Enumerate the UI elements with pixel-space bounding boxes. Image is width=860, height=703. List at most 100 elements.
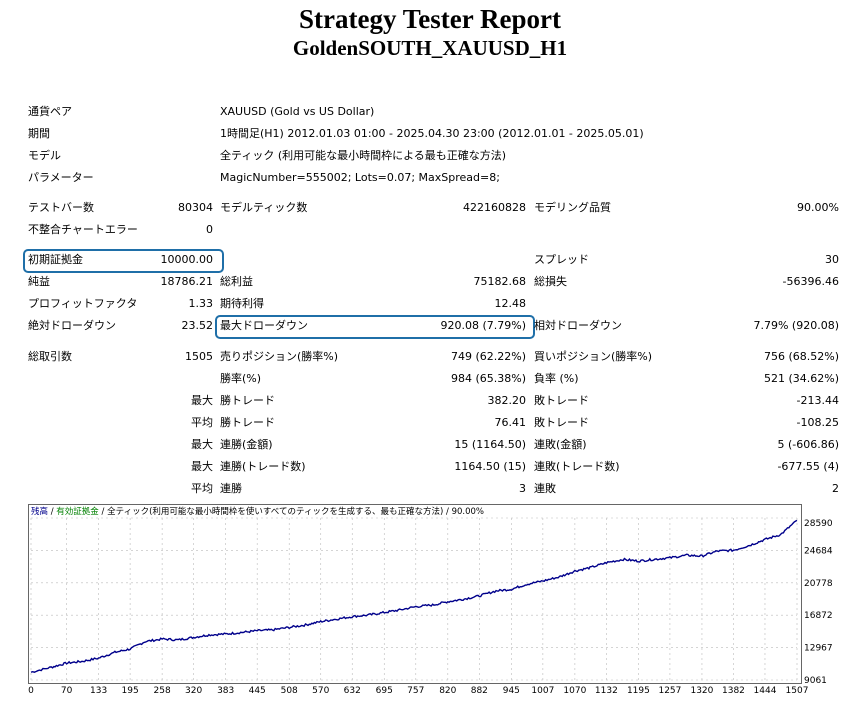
- x-tick-label: 695: [376, 686, 393, 696]
- max-consec-wins-value: 15 (1164.50): [454, 438, 526, 451]
- average-loss-label: 敗トレード: [534, 416, 589, 429]
- chart-header-equity: 有効証拠金: [56, 507, 99, 517]
- x-tick-label: 508: [281, 686, 298, 696]
- average-win-value: 76.41: [494, 416, 527, 429]
- x-tick-label: 1444: [754, 686, 777, 696]
- max-consec-profit-value: 1164.50 (15): [454, 460, 526, 473]
- mismatch-value: 0: [206, 223, 213, 236]
- profit-factor-label: プロフィットファクタ: [28, 297, 138, 310]
- chart-header-sep3: /: [443, 507, 452, 517]
- average-win-label: 勝トレード: [220, 416, 275, 429]
- expected-payoff-value: 12.48: [494, 297, 527, 310]
- largest-prefix: 最大: [191, 394, 213, 407]
- x-tick-label: 1320: [690, 686, 713, 696]
- x-tick-label: 1070: [563, 686, 586, 696]
- max-drawdown-highlight-box: [215, 315, 535, 339]
- largest-loss-label: 敗トレード: [534, 394, 589, 407]
- y-tick-label: 9061: [804, 676, 827, 686]
- chart-header-model: 全ティック(利用可能な最小時間枠を使いすべてのティックを生成する、最も正確な方法…: [107, 507, 444, 517]
- parameters-label: パラメーター: [28, 171, 94, 184]
- win-rate-value: 984 (65.38%): [450, 372, 526, 385]
- gross-loss-value: -56396.46: [782, 275, 839, 288]
- x-tick-label: 445: [249, 686, 266, 696]
- max-drawdown-value: 920.08 (7.79%): [440, 319, 526, 332]
- y-tick-label: 12967: [804, 644, 833, 654]
- symbol-label: 通貨ペア: [28, 105, 72, 118]
- gross-loss-label: 総損失: [534, 275, 567, 288]
- model-label: モデル: [28, 149, 61, 162]
- profit-factor-value: 1.33: [188, 297, 214, 310]
- max-consec-count-prefix: 最大: [191, 460, 213, 473]
- x-tick-label: 383: [217, 686, 234, 696]
- average-loss-value: -108.25: [796, 416, 839, 429]
- x-tick-label: 945: [503, 686, 520, 696]
- avg-consec-losses-label: 連敗: [534, 482, 556, 495]
- quality-label: モデリング品質: [534, 201, 611, 214]
- deposit-highlight-box: [23, 249, 224, 273]
- max-consec-profit-label: 連勝(トレード数): [220, 460, 306, 473]
- spread-label: スプレッド: [534, 253, 589, 266]
- balance-chart-frame: [28, 504, 802, 684]
- max-consec-losses-label: 連敗(金額): [534, 438, 587, 451]
- max-consec-loss-value: -677.55 (4): [777, 460, 839, 473]
- report-title: Strategy Tester Report: [299, 4, 561, 34]
- bars-value: 80304: [178, 201, 213, 214]
- gross-profit-value: 75182.68: [473, 275, 527, 288]
- avg-consec-losses-value: 2: [832, 482, 839, 495]
- loss-rate-label: 負率 (%): [534, 372, 579, 385]
- x-tick-label: 1257: [658, 686, 681, 696]
- long-positions-value: 756 (68.52%): [763, 350, 839, 363]
- max-consec-loss-label: 連敗(トレード数): [534, 460, 620, 473]
- short-positions-value: 749 (62.22%): [450, 350, 526, 363]
- chart-header-quality: 90.00%: [451, 507, 484, 517]
- x-tick-label: 1007: [531, 686, 554, 696]
- x-tick-label: 1195: [627, 686, 650, 696]
- max-drawdown-label: 最大ドローダウン: [220, 319, 308, 332]
- win-rate-label: 勝率(%): [220, 372, 262, 385]
- largest-win-value: 382.20: [487, 394, 527, 407]
- relative-drawdown-label: 相対ドローダウン: [534, 319, 622, 332]
- report-subtitle: GoldenSOUTH_XAUUSD_H1: [292, 36, 568, 60]
- x-tick-label: 70: [61, 686, 73, 696]
- chart-header-balance: 残高: [31, 507, 49, 517]
- x-tick-label: 1382: [722, 686, 745, 696]
- gross-profit-label: 総利益: [220, 275, 253, 288]
- symbol-value: XAUUSD (Gold vs US Dollar): [220, 105, 375, 118]
- expected-payoff-label: 期待利得: [220, 297, 264, 310]
- x-tick-label: 882: [471, 686, 488, 696]
- net-profit-label: 純益: [28, 275, 50, 288]
- deposit-label: 初期証拠金: [28, 253, 83, 266]
- y-tick-label: 24684: [804, 546, 833, 556]
- x-tick-label: 195: [122, 686, 139, 696]
- x-tick-label: 820: [439, 686, 456, 696]
- x-tick-label: 757: [407, 686, 424, 696]
- max-consec-losses-value: 5 (-606.86): [777, 438, 839, 451]
- total-trades-label: 総取引数: [28, 350, 72, 363]
- x-tick-label: 632: [344, 686, 361, 696]
- total-trades-value: 1505: [185, 350, 213, 363]
- loss-rate-value: 521 (34.62%): [763, 372, 839, 385]
- avg-consec-prefix: 平均: [191, 482, 213, 495]
- y-tick-label: 20778: [804, 579, 833, 589]
- chart-header-sep1: /: [48, 507, 57, 517]
- relative-drawdown-value: 7.79% (920.08): [753, 319, 839, 332]
- quality-value: 90.00%: [797, 201, 839, 214]
- x-tick-label: 320: [185, 686, 202, 696]
- period-value: 1時間足(H1) 2012.01.03 01:00 - 2025.04.30 2…: [220, 127, 644, 140]
- largest-loss-value: -213.44: [796, 394, 839, 407]
- spread-value: 30: [825, 253, 839, 266]
- average-prefix: 平均: [191, 416, 213, 429]
- net-profit-value: 18786.21: [160, 275, 214, 288]
- y-tick-label: 28590: [804, 519, 833, 529]
- x-tick-label: 1507: [786, 686, 809, 696]
- absolute-drawdown-label: 絶対ドローダウン: [28, 319, 116, 332]
- absolute-drawdown-value: 23.52: [181, 319, 214, 332]
- mismatch-label: 不整合チャートエラー: [28, 223, 138, 236]
- avg-consec-wins-value: 3: [519, 482, 526, 495]
- deposit-value: 10000.00: [160, 253, 214, 266]
- x-tick-label: 570: [312, 686, 329, 696]
- chart-header: 残高 / 有効証拠金 / 全ティック(利用可能な最小時間枠を使いすべてのティック…: [31, 506, 484, 518]
- parameters-value: MagicNumber=555002; Lots=0.07; MaxSpread…: [220, 171, 500, 184]
- x-tick-label: 133: [90, 686, 107, 696]
- avg-consec-wins-label: 連勝: [220, 482, 242, 495]
